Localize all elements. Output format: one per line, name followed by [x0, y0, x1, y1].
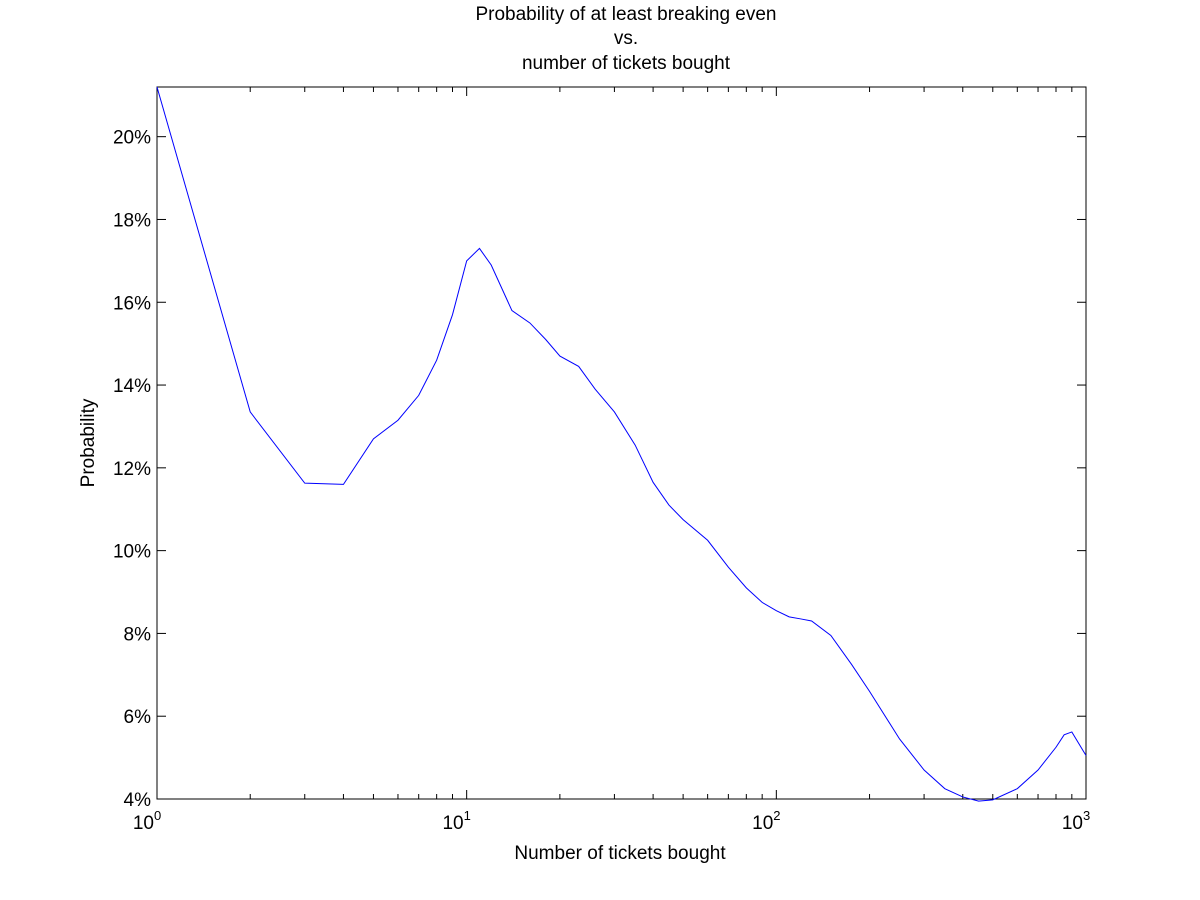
- y-tick-label: 4%: [124, 790, 152, 811]
- plot-area-frame: [156, 86, 1087, 800]
- x-tick-label: 103: [1062, 808, 1090, 834]
- y-tick-label: 10%: [113, 542, 151, 563]
- y-tick-label: 8%: [124, 624, 152, 645]
- y-axis-ticks: 4% 6% 8% 10% 12% 14% 16% 18% 20%: [113, 128, 1086, 811]
- x-tick-label: 101: [442, 808, 470, 834]
- series-line: [156, 86, 1087, 802]
- y-tick-label: 20%: [113, 128, 151, 149]
- chart-title-line-1: Probability of at least breaking even: [475, 4, 776, 25]
- chart-title-line-2: vs.: [614, 28, 638, 49]
- y-tick-label: 6%: [124, 707, 152, 728]
- y-tick-label: 14%: [113, 376, 151, 397]
- x-axis-ticks: 100 101 102 103: [133, 87, 1090, 834]
- x-tick-label: 102: [752, 808, 780, 834]
- y-axis-label: Probability: [78, 398, 99, 487]
- x-tick-label: 100: [133, 808, 161, 834]
- y-tick-label: 12%: [113, 459, 151, 480]
- y-tick-label: 16%: [113, 293, 151, 314]
- y-tick-label: 18%: [113, 210, 151, 231]
- chart-title-line-3: number of tickets bought: [522, 53, 731, 74]
- chart-title: Probability of at least breaking even vs…: [475, 4, 776, 74]
- x-axis-label: Number of tickets bought: [514, 843, 726, 864]
